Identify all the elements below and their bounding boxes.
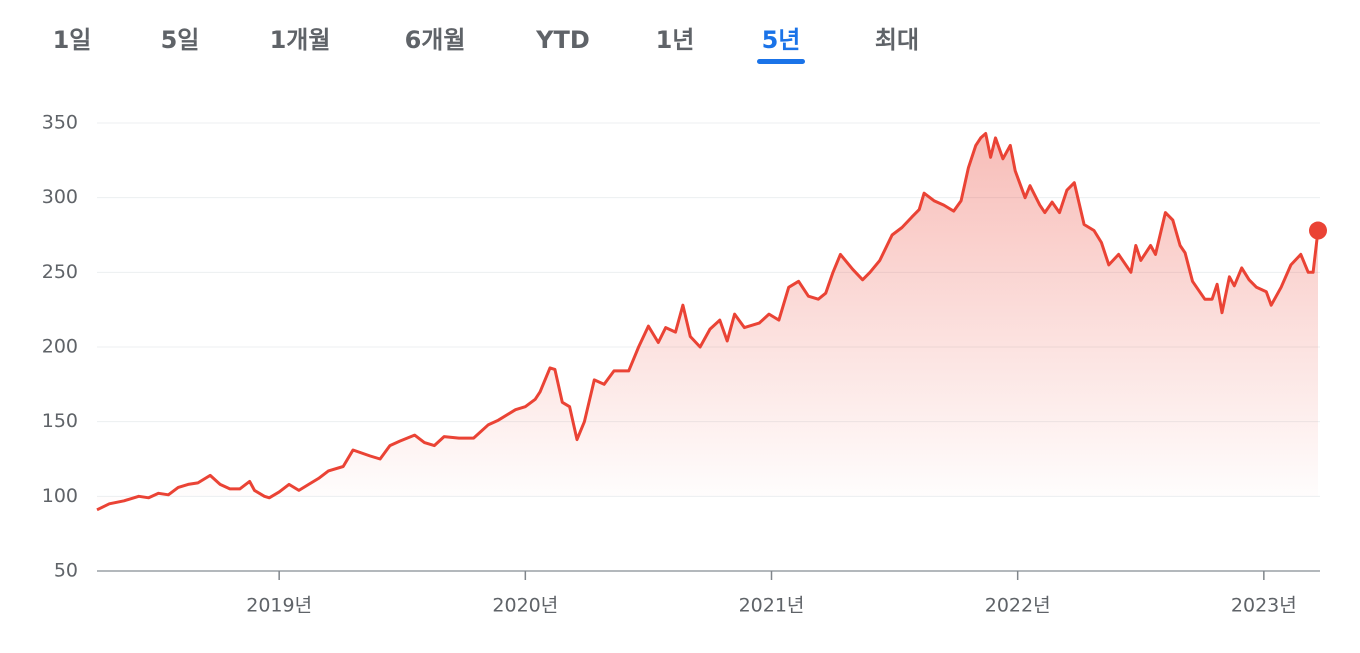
x-tick-label: 2022년 bbox=[985, 595, 1051, 617]
y-tick-label: 350 bbox=[42, 112, 78, 134]
y-tick-label: 100 bbox=[42, 485, 78, 507]
range-tab[interactable]: 5년 bbox=[762, 26, 801, 54]
range-tab[interactable]: 최대 bbox=[875, 26, 919, 54]
y-tick-label: 200 bbox=[42, 336, 78, 358]
range-tab[interactable]: YTD bbox=[535, 26, 590, 54]
x-tick-label: 2019년 bbox=[246, 595, 312, 617]
y-tick-label: 150 bbox=[42, 410, 78, 432]
price-line bbox=[96, 132, 1320, 512]
x-tick-label: 2021년 bbox=[739, 595, 805, 617]
last-point bbox=[1309, 221, 1327, 240]
range-tab[interactable]: 1년 bbox=[656, 26, 695, 54]
range-tab[interactable]: 1일 bbox=[53, 26, 92, 54]
range-tab[interactable]: 5일 bbox=[161, 26, 200, 54]
range-tab[interactable]: 1개월 bbox=[270, 26, 331, 54]
y-tick-label: 250 bbox=[42, 261, 78, 283]
y-tick-label: 50 bbox=[54, 560, 78, 582]
tab-underline bbox=[757, 59, 805, 64]
range-tab[interactable]: 6개월 bbox=[405, 26, 466, 54]
area-fill bbox=[97, 133, 1318, 510]
x-tick-label: 2020년 bbox=[492, 595, 558, 617]
y-tick-label: 300 bbox=[42, 186, 78, 208]
x-tick-label: 2023년 bbox=[1231, 595, 1297, 617]
